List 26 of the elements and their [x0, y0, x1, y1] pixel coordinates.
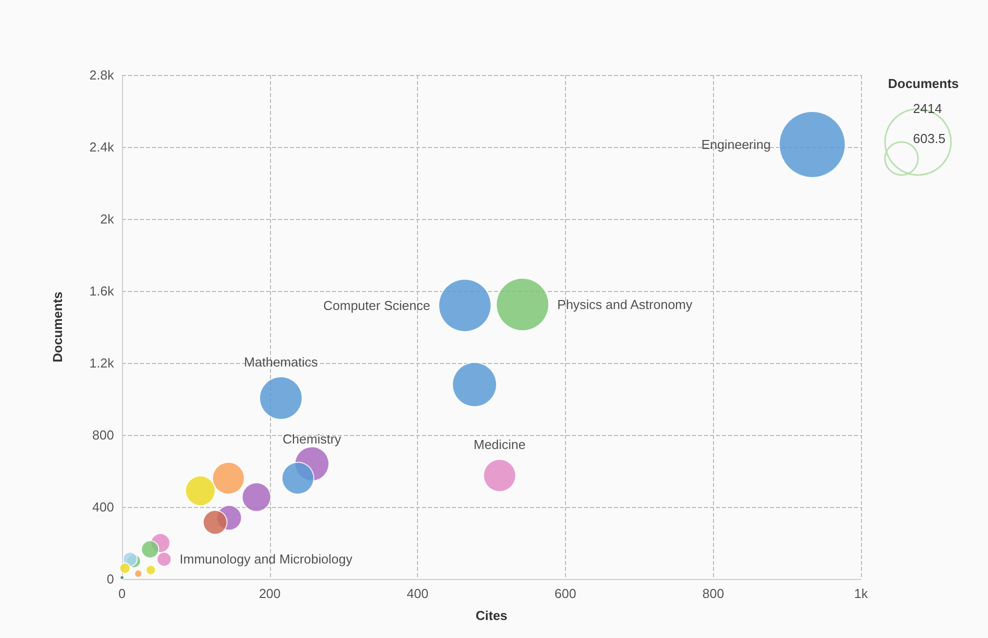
series-label: Immunology and Microbiology	[180, 552, 353, 567]
y-tick-label: 800	[92, 428, 114, 442]
y-tick-label: 2.8k	[89, 68, 114, 82]
series-label: Computer Science	[323, 298, 430, 313]
y-tick-label: 0	[106, 572, 114, 586]
legend-label: 2414	[913, 101, 942, 116]
legend-title: Documents	[888, 76, 959, 91]
y-tick-label: 1.6k	[89, 284, 114, 298]
x-axis-title: Cites	[476, 608, 508, 623]
x-tick-label: 600	[554, 586, 576, 601]
x-tick-label: 200	[258, 586, 281, 601]
x-tick-label: 1k	[854, 586, 868, 601]
series-label: Engineering	[701, 136, 771, 152]
y-tick-label: 400	[92, 500, 114, 514]
series-label: Physics and Astronomy	[557, 297, 693, 312]
y-tick-label: 2.4k	[89, 140, 114, 154]
y-axis-title: Documents	[50, 292, 65, 362]
x-tick-label: 400	[406, 586, 428, 601]
x-tick-label: 0	[118, 586, 126, 601]
x-tick-label: 800	[702, 586, 724, 601]
series-label: Chemistry	[282, 431, 342, 446]
series-label: Mathematics	[244, 354, 318, 370]
series-label: Medicine	[474, 436, 526, 452]
y-tick-label: 1.2k	[89, 356, 114, 370]
legend-label: 603.5	[913, 131, 946, 146]
y-tick-label: 2k	[100, 212, 114, 226]
